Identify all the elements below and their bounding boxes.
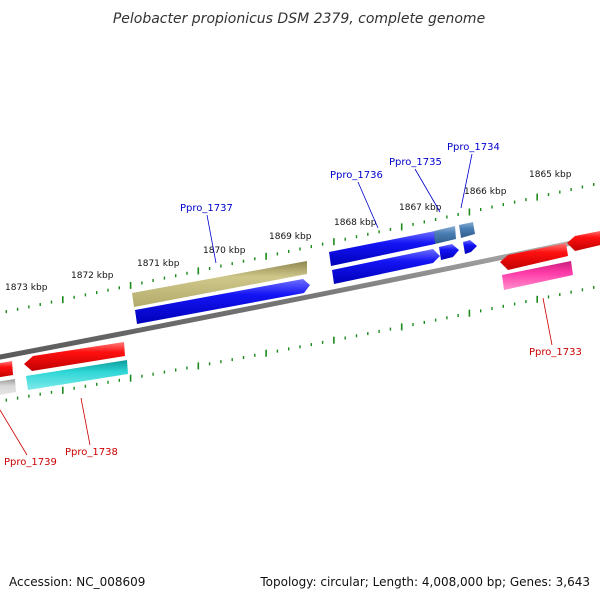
gene-labels: Ppro_1737 Ppro_1736 Ppro_1735 Ppro_1734 … — [4, 142, 582, 468]
gene-arrow-forward[interactable] — [329, 231, 435, 266]
tick-label: 1869 kbp — [269, 232, 312, 242]
gene-arrow-reverse[interactable] — [24, 342, 125, 371]
reverse-features — [0, 230, 600, 396]
gene-label[interactable]: Ppro_1734 — [447, 142, 500, 153]
map-title: Pelobacter propionicus DSM 2379, complet… — [113, 11, 485, 27]
gene-arrow-reverse[interactable] — [567, 230, 600, 251]
leader-line — [80, 397, 91, 446]
gene-arrow-reverse[interactable] — [500, 243, 568, 270]
accession-text: Accession: NC_008609 — [9, 575, 145, 589]
gene-label[interactable]: Ppro_1733 — [529, 347, 582, 358]
gene-arrow-forward[interactable] — [463, 240, 477, 254]
feature-steel-blue[interactable] — [459, 222, 475, 238]
gene-arrow-forward[interactable] — [135, 279, 310, 324]
tick-label: 1868 kbp — [334, 218, 377, 228]
topology-text: Topology: circular; Length: 4,008,000 bp… — [259, 575, 590, 589]
tick-label: 1871 kbp — [137, 259, 180, 269]
scale-ruler-outer — [5, 183, 595, 314]
gene-label[interactable]: Ppro_1737 — [180, 203, 233, 214]
forward-features — [132, 222, 477, 324]
gene-label[interactable]: Ppro_1738 — [65, 447, 118, 458]
feature-magenta[interactable] — [502, 261, 573, 290]
leader-line — [357, 181, 379, 229]
gene-label[interactable]: Ppro_1739 — [4, 457, 57, 468]
leader-line — [414, 168, 441, 213]
feature-cyan[interactable] — [26, 360, 128, 390]
feature-steel-blue[interactable] — [434, 226, 456, 244]
tick-label: 1872 kbp — [71, 271, 114, 281]
leader-line — [460, 153, 473, 209]
scale-ruler-inner — [5, 285, 595, 402]
leader-line — [542, 297, 553, 346]
gene-label[interactable]: Ppro_1736 — [330, 170, 383, 181]
genome-backbone — [0, 234, 600, 360]
tick-label: 1873 kbp — [5, 283, 48, 293]
leader-line — [206, 214, 217, 264]
tick-label: 1865 kbp — [529, 170, 572, 180]
gene-label[interactable]: Ppro_1735 — [389, 157, 442, 168]
scale-labels: 1873 kbp 1872 kbp 1871 kbp 1870 kbp 1869… — [5, 170, 572, 293]
label-leaders — [0, 153, 553, 456]
gene-arrow-reverse[interactable] — [0, 361, 13, 378]
gene-arrow-forward[interactable] — [439, 244, 459, 260]
feature-olive-rna[interactable] — [132, 261, 307, 307]
leader-line — [0, 409, 28, 456]
tick-label: 1866 kbp — [464, 187, 507, 197]
feature-grey[interactable] — [0, 379, 16, 396]
gene-arrow-forward[interactable] — [332, 249, 440, 284]
tick-label: 1870 kbp — [203, 246, 246, 256]
tick-label: 1867 kbp — [399, 203, 442, 213]
